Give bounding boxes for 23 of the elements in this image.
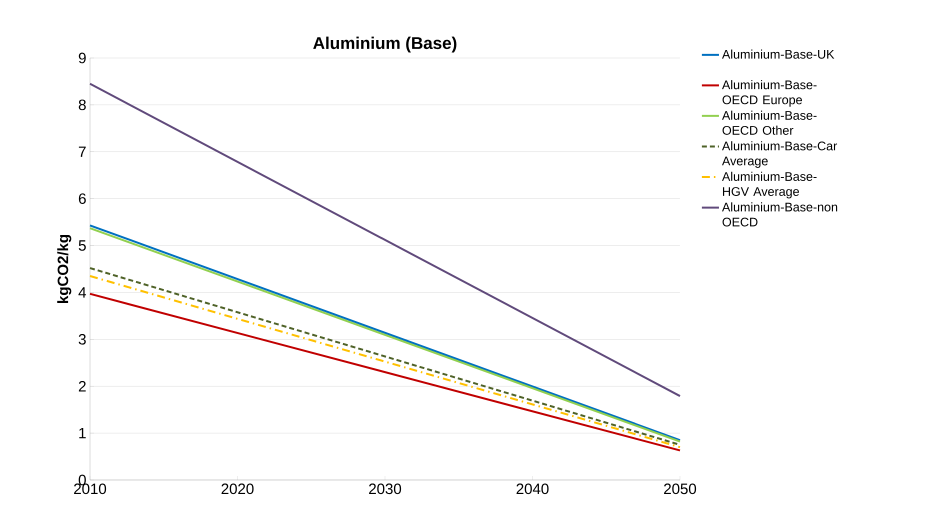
y-tick-label: 2 bbox=[78, 380, 86, 392]
y-axis-title: kgCO2/kg bbox=[57, 234, 72, 303]
y-tick-label: 4 bbox=[78, 287, 86, 298]
x-tick-label: 2010 bbox=[74, 484, 106, 494]
legend-label: Aluminium-Base-non OECD bbox=[722, 202, 838, 226]
x-tick-label: 2040 bbox=[516, 484, 549, 494]
legend-label: Aluminium-Base-OECD Europe bbox=[722, 80, 817, 107]
y-tick-label: 7 bbox=[78, 146, 86, 157]
y-tick-label: 6 bbox=[78, 193, 86, 204]
y-tick-label: 0 bbox=[78, 474, 86, 486]
y-tick-label: 1 bbox=[79, 428, 86, 438]
x-tick-label: 2050 bbox=[664, 484, 696, 494]
chart-title: Aluminium (Base) bbox=[313, 36, 456, 52]
legend-label: Aluminium-Base-UK bbox=[722, 50, 834, 59]
x-tick-label: 2020 bbox=[222, 484, 254, 494]
legend-label: Aluminium-Base-HGV Average bbox=[722, 172, 817, 198]
legend-label: Aluminium-Base-OECD Other bbox=[722, 110, 817, 135]
legend-label: Aluminium-Base-Car Average bbox=[722, 141, 838, 168]
y-tick-label: 8 bbox=[78, 100, 86, 110]
y-tick-label: 3 bbox=[78, 334, 86, 345]
y-tick-label: 9 bbox=[78, 52, 86, 64]
y-tick-label: 5 bbox=[78, 240, 86, 251]
x-tick-label: 2030 bbox=[369, 484, 402, 494]
